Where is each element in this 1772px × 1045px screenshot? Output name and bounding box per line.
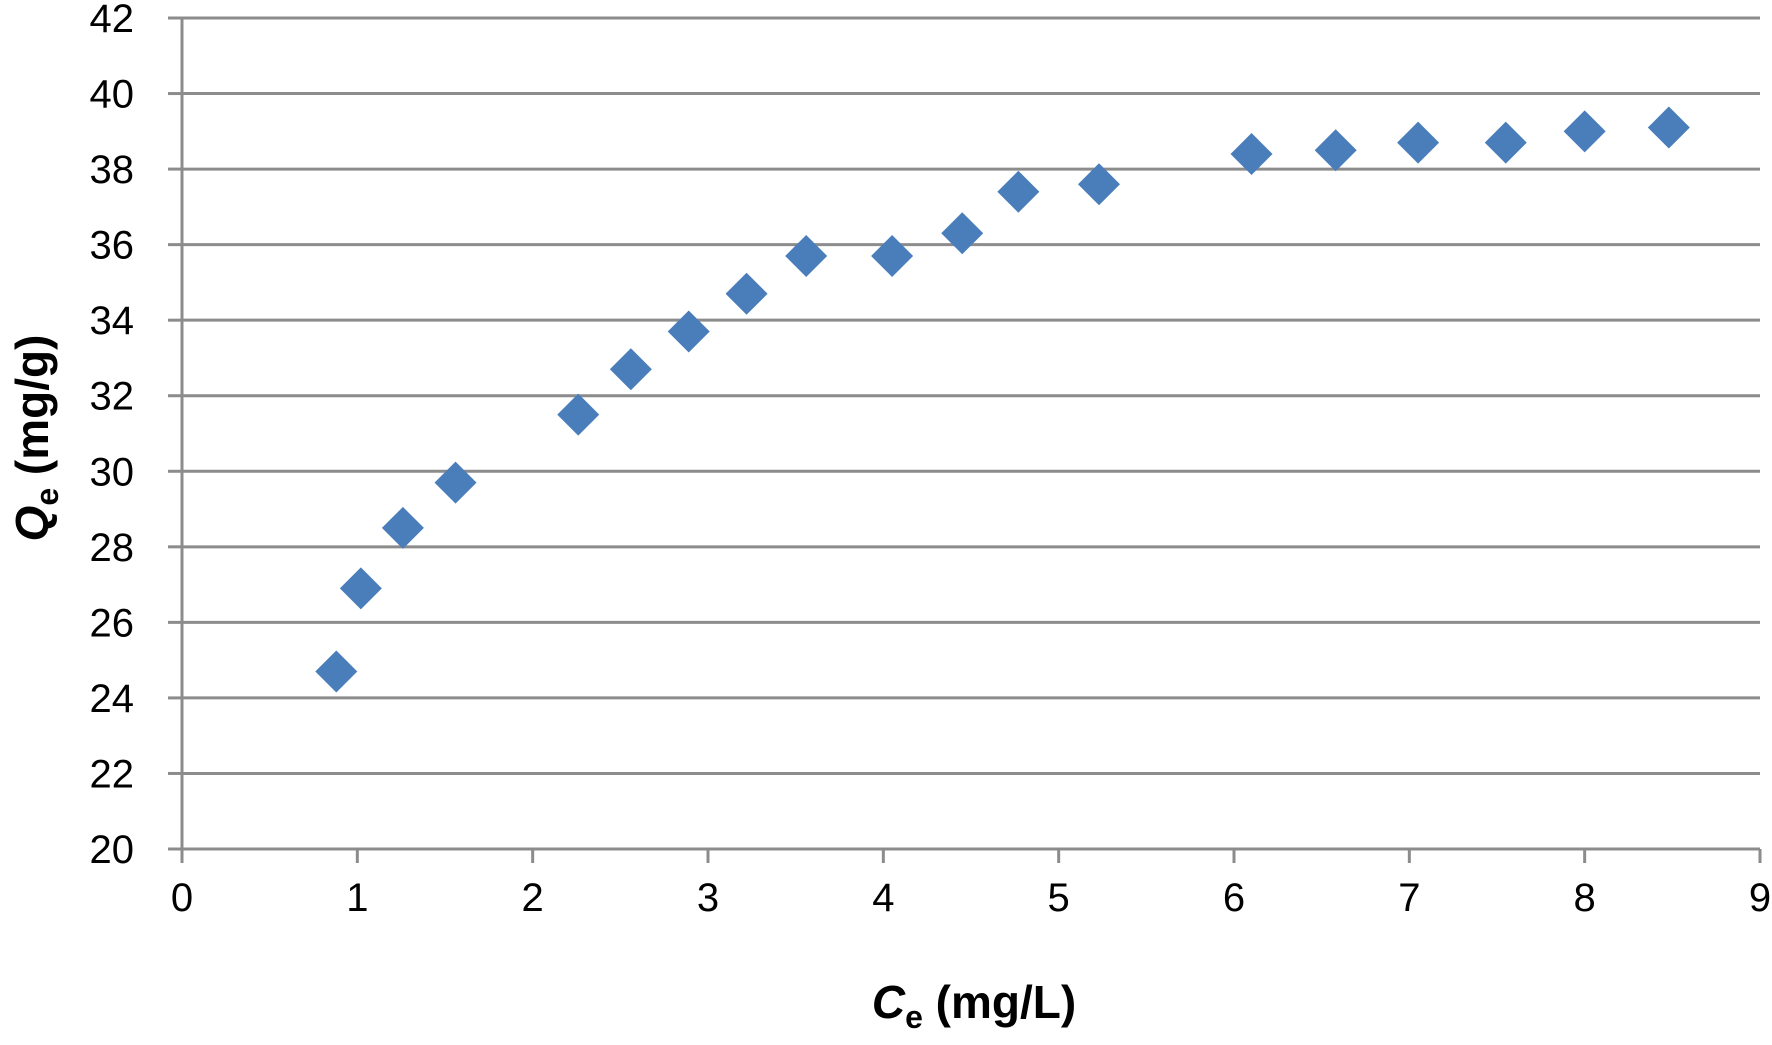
data-point-2 bbox=[339, 567, 382, 610]
x-tick-label-7: 7 bbox=[1398, 876, 1420, 920]
data-point-15 bbox=[1314, 129, 1357, 172]
data-point-17 bbox=[1484, 121, 1527, 164]
x-axis-title-subscript: e bbox=[905, 999, 923, 1035]
x-axis-title: Ce (mg/L) bbox=[872, 976, 1076, 1035]
data-point-3 bbox=[381, 506, 424, 549]
y-tick-label-32: 32 bbox=[90, 375, 135, 419]
data-point-11 bbox=[941, 212, 984, 255]
data-point-8 bbox=[725, 272, 768, 315]
data-point-5 bbox=[557, 393, 600, 436]
x-axis-title-symbol: C bbox=[872, 976, 906, 1028]
x-tick-label-4: 4 bbox=[872, 876, 894, 920]
data-point-9 bbox=[785, 234, 828, 277]
x-tick-label-1: 1 bbox=[346, 876, 368, 920]
data-point-4 bbox=[434, 461, 477, 504]
y-tick-label-26: 26 bbox=[90, 601, 135, 645]
y-tick-label-20: 20 bbox=[90, 828, 135, 872]
data-point-1 bbox=[315, 650, 358, 693]
x-tick-label-5: 5 bbox=[1048, 876, 1070, 920]
y-tick-label-42: 42 bbox=[90, 0, 135, 41]
data-point-7 bbox=[667, 310, 710, 353]
x-tick-label-3: 3 bbox=[697, 876, 719, 920]
data-point-10 bbox=[871, 234, 914, 277]
y-tick-label-28: 28 bbox=[90, 526, 135, 570]
y-tick-label-30: 30 bbox=[90, 450, 135, 494]
y-axis-title-unit: (mg/g) bbox=[6, 335, 58, 488]
x-tick-label-6: 6 bbox=[1223, 876, 1245, 920]
y-tick-label-22: 22 bbox=[90, 752, 135, 796]
data-point-12 bbox=[997, 170, 1040, 213]
y-tick-label-40: 40 bbox=[90, 73, 135, 117]
x-tick-label-9: 9 bbox=[1749, 876, 1771, 920]
y-tick-label-36: 36 bbox=[90, 224, 135, 268]
data-point-16 bbox=[1397, 121, 1440, 164]
axes bbox=[168, 16, 1762, 863]
y-axis-title-subscript: e bbox=[29, 488, 65, 506]
y-axis-title-symbol: Q bbox=[6, 505, 58, 541]
data-point-14 bbox=[1230, 132, 1273, 175]
y-axis-title: Qe (mg/g) bbox=[6, 335, 65, 542]
x-axis-title-unit: (mg/L) bbox=[923, 976, 1076, 1028]
data-point-19 bbox=[1647, 106, 1690, 149]
y-tick-label-38: 38 bbox=[90, 148, 135, 192]
data-point-18 bbox=[1563, 110, 1606, 153]
x-tick-label-8: 8 bbox=[1574, 876, 1596, 920]
gridlines bbox=[182, 16, 1760, 775]
data-points bbox=[315, 106, 1690, 693]
y-tick-label-34: 34 bbox=[90, 299, 135, 343]
x-tick-label-0: 0 bbox=[171, 876, 193, 920]
data-point-13 bbox=[1077, 163, 1120, 206]
data-point-6 bbox=[609, 348, 652, 391]
y-tick-label-24: 24 bbox=[90, 677, 135, 721]
x-tick-label-2: 2 bbox=[522, 876, 544, 920]
